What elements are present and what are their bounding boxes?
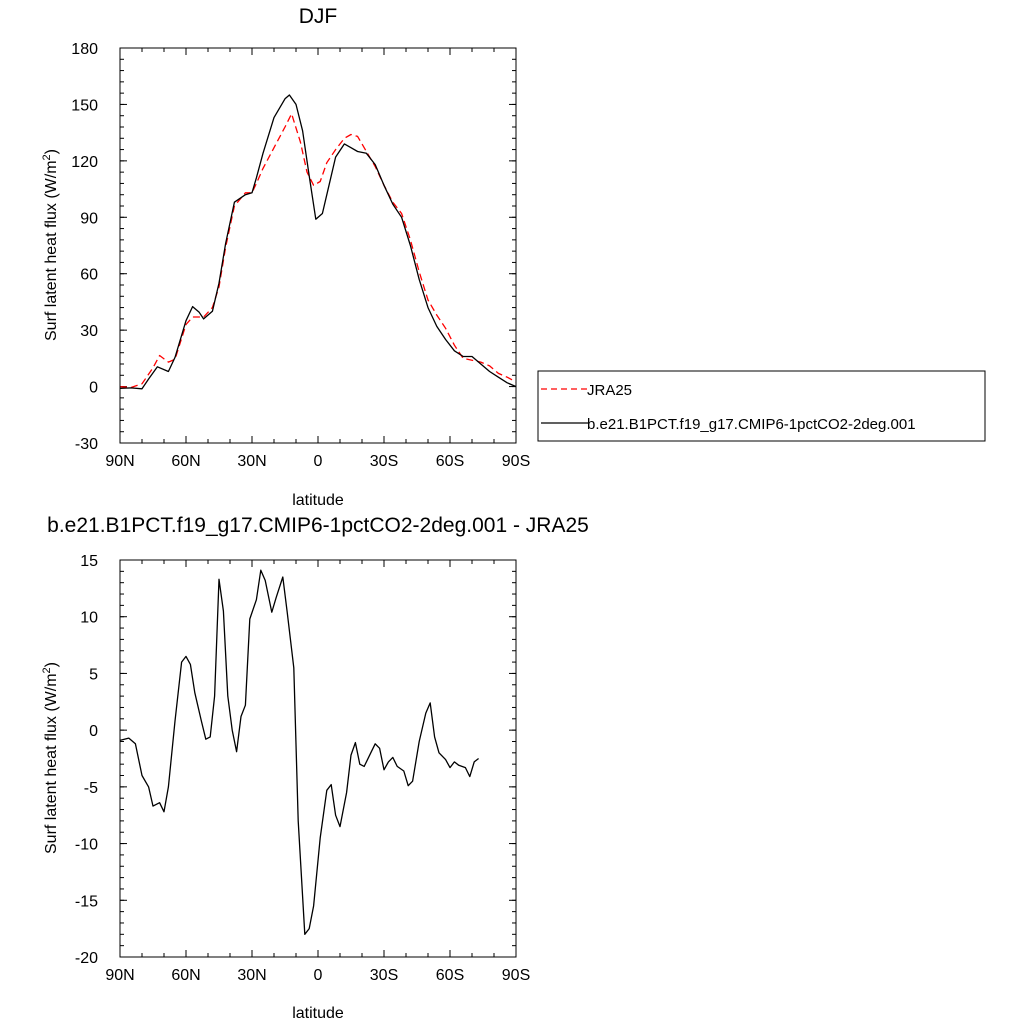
bottom-y-tick-label: -15 <box>75 893 98 910</box>
bottom-y-tick-label: -5 <box>84 780 98 797</box>
top-x-tick-label: 60S <box>436 453 464 470</box>
bottom-y-tick-label: 10 <box>80 610 98 627</box>
bottom-x-tick-label: 90S <box>502 967 530 984</box>
bottom-y-tick-label: -20 <box>75 950 98 967</box>
bottom-tick-labels: 90N 60N 30N 0 30S 60S 90S -20 -15 -10 -5 0 5 10 15 <box>75 553 530 984</box>
top-x-axis-label: latitude <box>292 492 344 509</box>
bottom-y-tick-label: -10 <box>75 837 98 854</box>
bottom-axis-ticks <box>119 559 517 958</box>
top-x-tick-label: 90N <box>105 453 134 470</box>
bottom-series-lines <box>119 569 479 935</box>
bottom-x-tick-label: 90N <box>105 967 134 984</box>
top-y-tick-label: 0 <box>89 380 98 397</box>
top-tick-labels: 90N 60N 30N 0 30S 60S 90S -30 0 30 60 90 120 150 180 <box>71 41 530 470</box>
top-x-tick-label: 60N <box>171 453 200 470</box>
bottom-x-tick-label: 60S <box>436 967 464 984</box>
bottom-series-line-difference <box>119 569 479 935</box>
panel-top: DJF 90N 60N 30N 0 30S 60S 90S -30 0 30 60 90 120 150 1… <box>41 5 986 509</box>
bottom-y-tick-label: 15 <box>80 553 98 570</box>
top-x-tick-label: 30S <box>370 453 398 470</box>
top-series-line-model <box>119 94 517 390</box>
bottom-y-tick-label: 5 <box>89 666 98 683</box>
legend-label-model: b.e21.B1PCT.f19_g17.CMIP6-1pctCO2-2deg.0… <box>587 416 916 433</box>
panel-bottom: b.e21.B1PCT.f19_g17.CMIP6-1pctCO2-2deg.0… <box>41 514 589 1022</box>
top-series-lines <box>119 94 517 390</box>
legend-box <box>537 370 986 442</box>
top-plot-frame <box>119 47 517 444</box>
bottom-x-tick-label: 30N <box>237 967 266 984</box>
top-x-tick-label: 90S <box>502 453 530 470</box>
top-y-tick-label: 90 <box>80 210 98 227</box>
top-y-tick-label: 150 <box>71 97 98 114</box>
legend-label-jra25: JRA25 <box>587 382 632 399</box>
bottom-plot-frame <box>119 559 517 958</box>
bottom-y-axis-label: Surf latent heat flux (W/m2) <box>41 662 60 854</box>
bottom-title: b.e21.B1PCT.f19_g17.CMIP6-1pctCO2-2deg.0… <box>47 514 589 537</box>
bottom-x-tick-label: 60N <box>171 967 200 984</box>
legend: JRA25 b.e21.B1PCT.f19_g17.CMIP6-1pctCO2-… <box>537 370 986 442</box>
top-title: DJF <box>299 5 338 28</box>
top-x-tick-label: 30N <box>237 453 266 470</box>
top-y-axis-label: Surf latent heat flux (W/m2) <box>41 149 60 341</box>
top-axis-ticks <box>119 47 517 444</box>
top-x-tick-label: 0 <box>314 453 323 470</box>
top-y-tick-label: -30 <box>75 436 98 453</box>
bottom-y-tick-label: 0 <box>89 723 98 740</box>
bottom-x-tick-label: 30S <box>370 967 398 984</box>
top-y-tick-label: 30 <box>80 323 98 340</box>
bottom-x-axis-label: latitude <box>292 1005 344 1022</box>
top-y-tick-label: 60 <box>80 267 98 284</box>
top-y-tick-label: 120 <box>71 154 98 171</box>
top-series-line-jra25 <box>119 113 517 389</box>
bottom-x-tick-label: 0 <box>314 967 323 984</box>
top-y-tick-label: 180 <box>71 41 98 58</box>
